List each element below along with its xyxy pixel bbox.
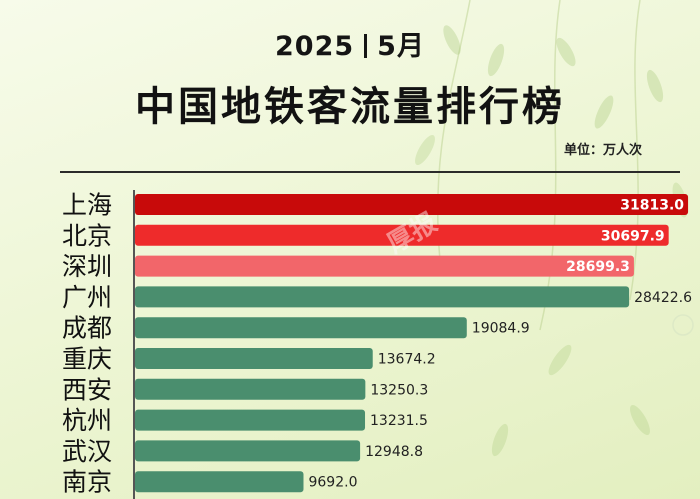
city-label: 广州	[62, 283, 112, 312]
city-label: 成都	[62, 314, 112, 343]
bar-value-label: 28699.3	[566, 259, 630, 275]
city-label: 西安	[62, 375, 112, 404]
bar-value-label: 9692.0	[308, 475, 357, 491]
bar	[135, 194, 689, 215]
bar	[135, 255, 634, 277]
year-label: 2025	[275, 31, 355, 62]
category-axis-line	[133, 190, 135, 499]
unit-label: 单位：万人次	[563, 143, 642, 158]
bar	[135, 378, 366, 400]
month-label: 5月	[377, 31, 425, 62]
chart-title: 中国地铁客流量排行榜	[135, 84, 565, 130]
city-label: 上海	[62, 191, 112, 220]
bar	[135, 224, 669, 246]
bar-value-label: 13674.2	[378, 352, 436, 368]
title-separator	[364, 34, 368, 58]
bar	[135, 317, 467, 339]
city-label: 杭州	[62, 406, 112, 435]
city-label: 北京	[62, 221, 112, 250]
city-label: 武汉	[62, 437, 112, 466]
header-divider	[60, 171, 680, 173]
bar	[135, 440, 361, 462]
bar-value-label: 30697.9	[601, 228, 665, 244]
bar	[135, 348, 373, 369]
bar-value-label: 13250.3	[370, 382, 428, 398]
bar-value-label: 12948.8	[365, 444, 423, 460]
city-label: 深圳	[62, 252, 112, 281]
bar-value-label: 31813.0	[620, 198, 684, 214]
chart-subtitle: 2025 5月	[0, 24, 700, 63]
bar	[135, 286, 630, 308]
bar	[135, 409, 366, 431]
bar-value-label: 13231.5	[370, 413, 428, 429]
city-label: 重庆	[62, 345, 112, 374]
city-label: 南京	[62, 468, 112, 497]
bar-value-label: 28422.6	[634, 290, 692, 306]
bar-value-label: 19084.9	[472, 321, 530, 337]
bar	[135, 471, 304, 493]
